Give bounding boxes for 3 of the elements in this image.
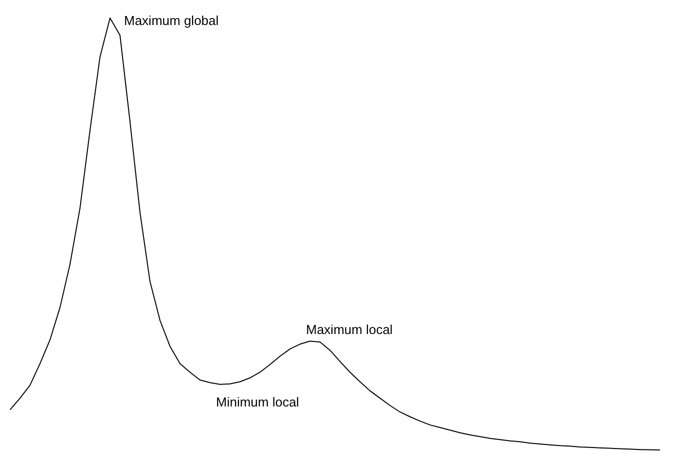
annotation: Maximum local <box>306 322 393 338</box>
annotation: Minimum local <box>216 394 300 410</box>
annotation: Maximum global <box>124 13 219 28</box>
